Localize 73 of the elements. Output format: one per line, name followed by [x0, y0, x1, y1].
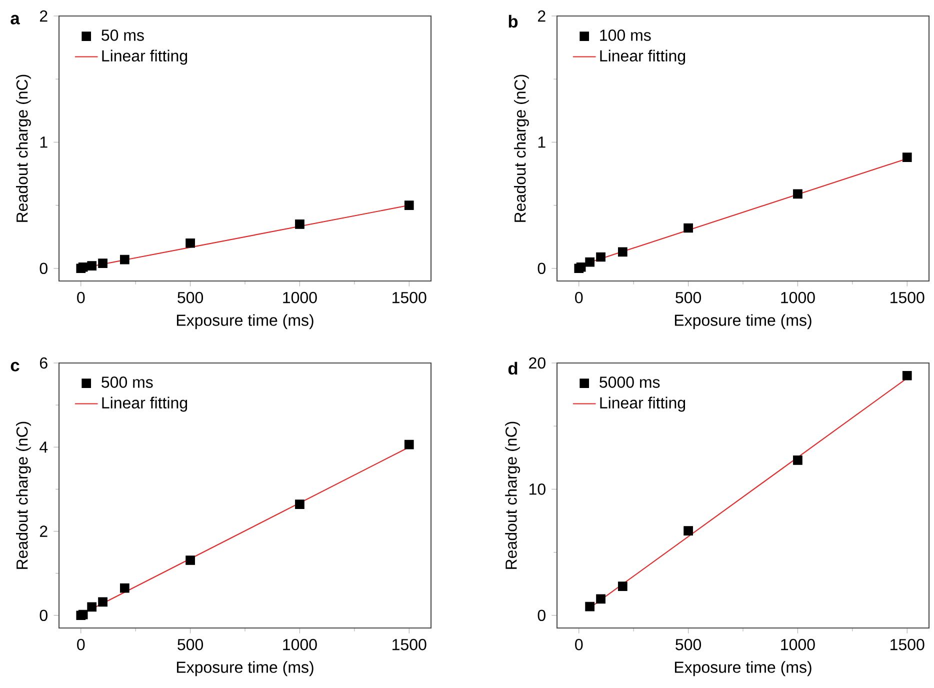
y-tick-label: 2: [40, 526, 48, 537]
y-tick-label: 2: [40, 10, 48, 22]
x-axis-title: Exposure time (ms): [674, 314, 812, 330]
x-tick-label: 500: [676, 292, 702, 304]
legend-label: 100 ms: [600, 30, 651, 41]
x-tick-label: 0: [77, 292, 85, 304]
point: [186, 556, 195, 565]
point: [793, 189, 802, 199]
point: [902, 370, 912, 380]
point: [585, 602, 594, 612]
point: [684, 223, 693, 233]
point: [295, 220, 304, 229]
point: [684, 526, 693, 536]
y-axis-title: Readout charge (nC): [16, 74, 31, 222]
x-axis-title: Exposure time (ms): [176, 314, 314, 330]
point: [618, 247, 628, 257]
point: [120, 254, 130, 264]
point: [404, 440, 414, 450]
legend-label: Linear fitting: [600, 396, 686, 412]
x-axis-title: Exposure time (ms): [176, 661, 314, 676]
x-tick-label: 1500: [890, 292, 924, 304]
x-tick-label: 1000: [283, 638, 317, 650]
y-tick-label: 1: [40, 136, 48, 148]
point: [596, 252, 606, 262]
y-tick-label: 1: [538, 136, 546, 148]
y-tick-label: 0: [40, 262, 48, 274]
y-tick-label: 0: [538, 262, 546, 274]
y-tick-label: 0: [40, 610, 48, 622]
x-tick-label: 500: [676, 638, 702, 650]
point: [295, 500, 304, 509]
legend-label: Linear fitting: [102, 50, 188, 65]
legend-label: Linear fitting: [102, 396, 188, 412]
x-tick-label: 1500: [890, 638, 924, 650]
x-tick-label: 1500: [392, 292, 426, 304]
x-tick-label: 1000: [781, 638, 815, 650]
point: [902, 152, 912, 162]
legend-label: 5000 ms: [600, 376, 660, 388]
point: [87, 261, 97, 271]
chart-title: a: [10, 14, 20, 24]
point: [98, 258, 108, 268]
x-tick-label: 500: [178, 292, 204, 304]
y-tick-label: 0: [538, 610, 546, 622]
y-tick-label: 2: [538, 10, 546, 22]
point: [98, 597, 108, 607]
point: [596, 594, 606, 604]
x-tick-label: 0: [575, 638, 583, 650]
x-tick-label: 1500: [392, 638, 426, 650]
chart-title: c: [10, 362, 20, 372]
y-tick-label: 10: [529, 484, 546, 495]
y-tick-label: 4: [40, 442, 48, 453]
point: [793, 455, 802, 465]
x-axis-title: Exposure time (ms): [674, 661, 812, 676]
y-axis-title: Readout charge (nC): [505, 422, 520, 569]
point: [585, 257, 594, 267]
y-tick-label: 20: [529, 357, 546, 369]
x-tick-label: 0: [77, 638, 85, 650]
point: [186, 238, 195, 248]
point: [87, 602, 97, 612]
point: [120, 583, 130, 593]
y-axis-title: Readout charge (nC): [16, 422, 31, 569]
chart-title: d: [508, 362, 518, 375]
x-tick-label: 1000: [283, 292, 317, 304]
legend-label: 50 ms: [102, 30, 144, 41]
point: [618, 582, 628, 592]
point: [404, 200, 414, 210]
legend-label: 500 ms: [102, 376, 153, 388]
y-tick-label: 6: [40, 357, 48, 369]
x-tick-label: 1000: [781, 292, 815, 304]
x-tick-label: 0: [575, 292, 583, 304]
y-axis-title: Readout charge (nC): [514, 74, 529, 222]
chart-title: b: [508, 14, 518, 28]
legend-label: Linear fitting: [600, 50, 686, 65]
x-tick-label: 500: [178, 638, 204, 650]
